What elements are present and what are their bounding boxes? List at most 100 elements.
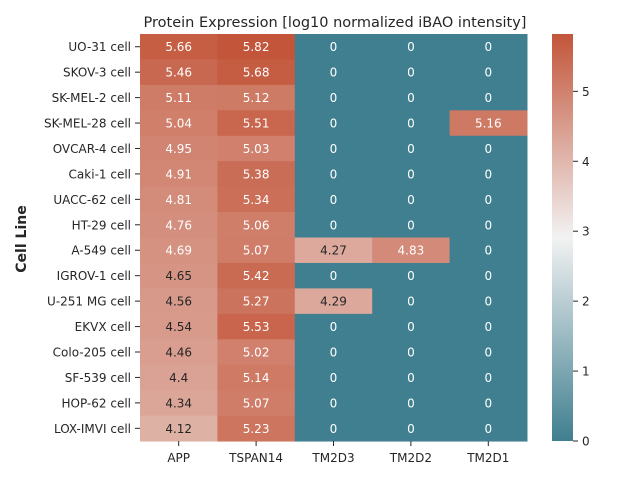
cell-value-label: 0 [330, 40, 338, 54]
cell-value-label: 4.81 [165, 193, 192, 207]
cell-value-label: 0 [484, 371, 492, 385]
row-label: Caki-1 cell [69, 167, 131, 181]
cell-value-label: 0 [484, 346, 492, 360]
cell-value-label: 0 [407, 422, 415, 436]
cell-value-label: 0 [330, 193, 338, 207]
cell-value-label: 5.12 [243, 91, 270, 105]
colorbar-tick-label: 2 [582, 295, 590, 309]
cell-value-label: 5.14 [243, 371, 270, 385]
cell-value-label: 0 [330, 91, 338, 105]
cell-value-label: 0 [484, 396, 492, 410]
column-label: TM2D1 [466, 451, 509, 465]
cell-value-label: 5.46 [165, 66, 192, 80]
cell-value-label: 5.11 [165, 91, 192, 105]
cell-value-label: 0 [484, 320, 492, 334]
cell-value-label: 5.53 [243, 320, 270, 334]
row-label: UO-31 cell [68, 40, 131, 54]
cell-value-label: 0 [407, 320, 415, 334]
cell-value-label: 4.91 [165, 167, 192, 181]
column-label: TSPAN14 [228, 451, 283, 465]
cell-value-label: 4.95 [165, 142, 192, 156]
row-label: Colo-205 cell [53, 346, 131, 360]
cell-value-label: 0 [407, 167, 415, 181]
cell-value-label: 5.68 [243, 66, 270, 80]
cell-value-label: 0 [407, 371, 415, 385]
cell-value-label: 0 [484, 91, 492, 105]
cell-value-label: 4.76 [165, 218, 192, 232]
row-label: SK-MEL-2 cell [52, 91, 131, 105]
row-label: SKOV-3 cell [63, 66, 131, 80]
cell-value-label: 0 [407, 91, 415, 105]
chart-title: Protein Expression [log10 normalized iBA… [144, 15, 527, 31]
cell-value-label: 5.38 [243, 167, 270, 181]
colorbar-gradient [552, 34, 573, 441]
cell-value-label: 0 [330, 142, 338, 156]
column-label: TM2D3 [311, 451, 354, 465]
colorbar: 012345 [552, 34, 590, 449]
colorbar-tick-label: 3 [582, 225, 590, 239]
colorbar-tick-label: 1 [582, 365, 590, 379]
cell-value-label: 4.12 [165, 422, 192, 436]
cell-value-label: 5.27 [243, 295, 270, 309]
cell-value-label: 0 [407, 346, 415, 360]
cell-value-label: 4.69 [165, 244, 192, 258]
cell-value-label: 4.65 [165, 269, 192, 283]
cell-value-label: 5.82 [243, 40, 270, 54]
cell-value-label: 0 [407, 295, 415, 309]
cell-value-label: 5.34 [243, 193, 270, 207]
row-label: IGROV-1 cell [57, 269, 131, 283]
cell-value-label: 0 [407, 269, 415, 283]
cell-value-label: 0 [330, 422, 338, 436]
colorbar-tick-label: 5 [582, 85, 590, 99]
cell-value-label: 0 [484, 422, 492, 436]
column-labels: APPTSPAN14TM2D3TM2D2TM2D1 [167, 441, 509, 465]
cell-value-label: 0 [484, 66, 492, 80]
cell-value-label: 5.03 [243, 142, 270, 156]
cell-value-label: 0 [330, 117, 338, 131]
cell-value-label: 0 [484, 244, 492, 258]
cell-value-label: 0 [484, 142, 492, 156]
cell-value-label: 5.02 [243, 346, 270, 360]
cell-value-label: 0 [330, 371, 338, 385]
colorbar-tick-label: 4 [582, 155, 590, 169]
cell-value-label: 0 [407, 117, 415, 131]
cell-value-label: 0 [484, 193, 492, 207]
cell-value-label: 0 [484, 218, 492, 232]
cell-value-label: 0 [407, 193, 415, 207]
cell-value-label: 4.56 [165, 295, 192, 309]
row-label: HT-29 cell [72, 218, 131, 232]
row-labels: UO-31 cell SKOV-3 cell SK-MEL-2 cell SK-MEL… [44, 40, 140, 436]
cell-value-label: 0 [407, 396, 415, 410]
cell-value-label: 5.51 [243, 117, 270, 131]
cell-value-label: 0 [330, 218, 338, 232]
cell-value-label: 0 [407, 142, 415, 156]
heatmap-cells: 5.665.820005.465.680005.115.120005.045.5… [140, 34, 528, 442]
row-label: SF-539 cell [65, 371, 131, 385]
cell-value-label: 4.27 [320, 244, 347, 258]
cell-value-label: 5.16 [475, 117, 502, 131]
column-label: TM2D2 [389, 451, 432, 465]
cell-value-label: 5.42 [243, 269, 270, 283]
row-label: HOP-62 cell [61, 396, 131, 410]
cell-value-label: 0 [407, 218, 415, 232]
cell-value-label: 0 [407, 40, 415, 54]
cell-value-label: 5.23 [243, 422, 270, 436]
cell-value-label: 0 [330, 269, 338, 283]
cell-value-label: 0 [484, 167, 492, 181]
row-label: UACC-62 cell [53, 193, 131, 207]
cell-value-label: 0 [330, 396, 338, 410]
cell-value-label: 5.04 [165, 117, 192, 131]
row-label: LOX-IMVI cell [54, 422, 131, 436]
cell-value-label: 0 [484, 40, 492, 54]
row-label: EKVX cell [75, 320, 131, 334]
y-axis-title: Cell Line [14, 205, 30, 272]
cell-value-label: 4.34 [165, 396, 192, 410]
row-label: U-251 MG cell [47, 295, 131, 309]
cell-value-label: 4.4 [169, 371, 188, 385]
row-label: SK-MEL-28 cell [44, 117, 131, 131]
cell-value-label: 4.46 [165, 346, 192, 360]
cell-value-label: 0 [484, 269, 492, 283]
row-label: A-549 cell [71, 244, 131, 258]
